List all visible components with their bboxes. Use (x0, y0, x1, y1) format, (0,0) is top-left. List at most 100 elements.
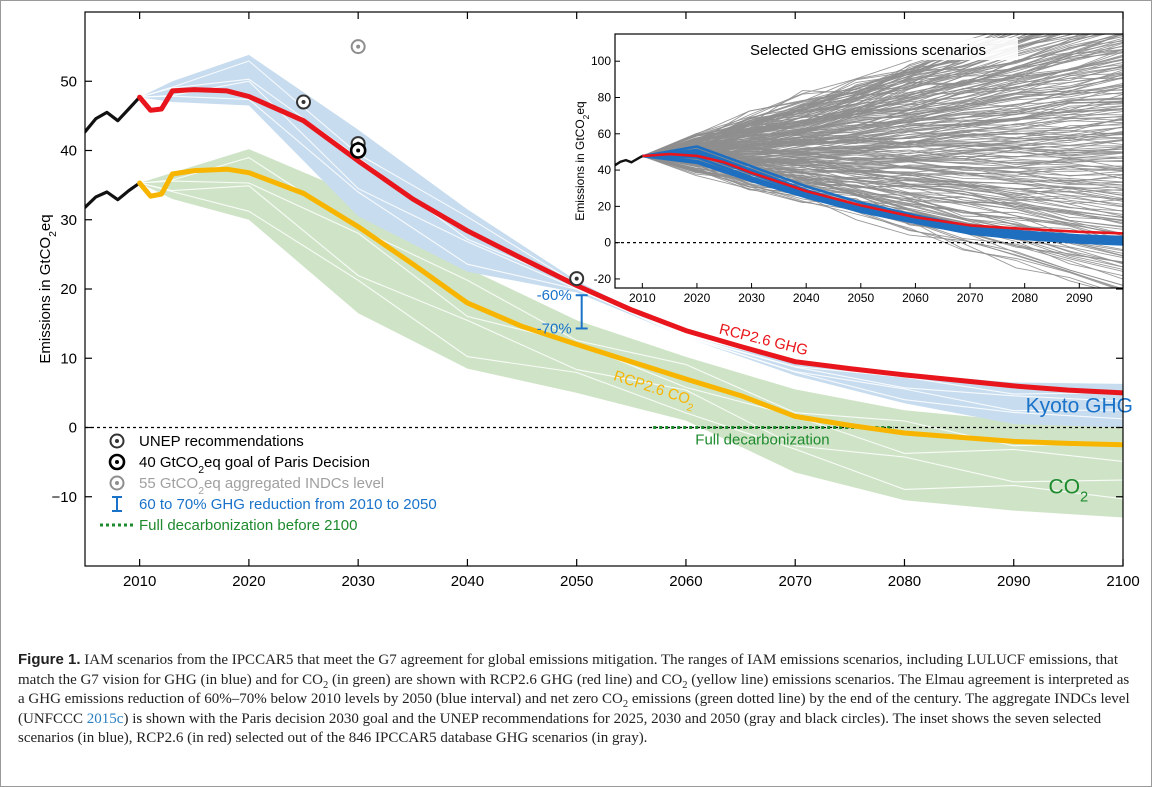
caption-text-5: ) is shown with the Paris decision 2030 … (18, 710, 1102, 747)
paris-marker-3 (349, 142, 367, 159)
co2-scenario-strand-4 (139, 157, 1123, 447)
y-tick-label-2: 10 (60, 350, 77, 367)
kyoto-ghg-label: Kyoto GHG (1026, 394, 1133, 417)
inset-title: Selected GHG emissions scenarios (750, 42, 986, 59)
inset-gray-scenario-212 (642, 34, 1036, 157)
inset-x-tick-label-0: 2010 (629, 291, 656, 305)
inset-y-tick-label-0: -20 (594, 272, 612, 286)
x-tick-label-4: 2050 (560, 573, 593, 590)
inset-y-tick-label-5: 80 (598, 91, 612, 105)
inset-gray-scenario-161 (642, 64, 1123, 157)
inset-x-tick-label-4: 2050 (847, 291, 874, 305)
historical-ghg-line (85, 95, 142, 134)
legend-indc-marker-dot (115, 481, 119, 485)
x-tick-label-7: 2080 (888, 573, 921, 590)
caption-text-2: (in green) are shown with RCP2.6 GHG (re… (328, 671, 683, 688)
legend: UNEP recommendations 40 GtCO2eq goal of P… (100, 433, 437, 534)
co2-scenario-strand-2 (139, 182, 1123, 483)
ghg-scenario-strand-2 (139, 80, 1123, 412)
y-tick-label-6: 50 (60, 73, 77, 90)
x-tick-label-2: 2030 (341, 573, 374, 590)
y-tick-label-1: 0 (69, 420, 77, 437)
historical-co2-line (85, 181, 142, 209)
legend-label-unep: UNEP recommendations (139, 433, 304, 450)
inset-plot-area (615, 34, 1123, 288)
y-tick-label-5: 40 (60, 143, 77, 160)
inset-gray-scenario-223 (642, 34, 1015, 157)
inset-gray-scenario-129 (642, 101, 1123, 157)
inset-y-tick-label-4: 60 (598, 127, 612, 141)
indc-marker-4 (350, 39, 366, 55)
x-tick-label-8: 2090 (997, 573, 1030, 590)
legend-indc-marker (109, 475, 125, 491)
caption-text-4: emissions (green dotted line) by the end… (18, 691, 1130, 727)
inset-y-axis-title: Emissions in GtCO2eq (573, 101, 591, 220)
rcp26-co2-line (137, 166, 1123, 448)
inset-title-backing (718, 38, 1018, 60)
inset-axes-frame (614, 33, 1124, 289)
inset-y-tick-label-3: 40 (598, 163, 612, 177)
inset-gray-scenario-191 (642, 34, 1093, 157)
inset-gray-scenario-226 (642, 34, 1010, 157)
rcp26-ghg-line (137, 87, 1123, 396)
inset-historical-line (615, 155, 643, 167)
legend-label-dotted: Full decarbonization before 2100 (139, 517, 357, 534)
y-axis-title: Emissions in GtCO2eq (37, 214, 59, 363)
unep-marker-0 (296, 94, 312, 110)
caption-text-3: (yellow line) emissions scenarios. The E… (18, 671, 1130, 708)
unep-marker-2 (569, 271, 585, 287)
x-tick-label-6: 2070 (779, 573, 812, 590)
inset-x-tick-label-7: 2080 (1011, 291, 1038, 305)
x-tick-label-3: 2040 (451, 573, 484, 590)
reduction-label-bottom: -70% (537, 320, 572, 337)
inset-x-tick-label-8: 2090 (1066, 291, 1093, 305)
inset-gray-scenario-219 (642, 34, 1028, 157)
x-tick-label-0: 2010 (123, 573, 156, 590)
indc-marker-4-dot (356, 44, 361, 49)
x-tick-label-5: 2060 (669, 573, 702, 590)
inset-y-tick-label-1: 0 (604, 236, 611, 250)
co2-scenario-strand-1 (139, 182, 1123, 500)
inset-y-tick-label-2: 20 (598, 199, 612, 213)
inset-gray-scenario-110 (642, 127, 1123, 157)
caption-label: Figure 1. (18, 651, 81, 668)
inset-x-tick-label-1: 2020 (684, 291, 711, 305)
caption-text-1: IAM scenarios from the IPCCAR5 that meet… (18, 652, 1118, 688)
inset-x-tick-label-6: 2070 (957, 291, 984, 305)
inset-gray-scenario-222 (642, 34, 1015, 157)
y-tick-label-3: 20 (60, 281, 77, 298)
figure-caption: Figure 1. IAM scenarios from the IPCCAR5… (18, 650, 1136, 749)
inset-x-tick-label-2: 2030 (738, 291, 765, 305)
inset-selected-scenario-5 (642, 154, 1123, 243)
y-tick-label-4: 30 (60, 212, 77, 229)
reduction-label-top: -60% (537, 287, 572, 304)
co2-range-label: CO2 (1049, 475, 1089, 505)
legend-label-paris: 40 GtCO2eq goal of Paris Decision (139, 454, 370, 476)
unep-marker-0-dot (301, 100, 306, 105)
paris-marker-3-dot (356, 148, 361, 153)
legend-label-interval: 60 to 70% GHG reduction from 2010 to 205… (139, 496, 437, 513)
inset-selected-scenario-4 (642, 154, 1123, 246)
decarbonization-label: Full decarbonization (695, 431, 829, 448)
legend-unep-marker (109, 433, 125, 449)
legend-label-indc: 55 GtCO2eq aggregated INDCs level (139, 475, 384, 497)
caption-sub-1: 2 (322, 679, 329, 691)
inset-gray-scenario-227 (642, 34, 1004, 157)
legend-paris-marker (108, 453, 126, 471)
caption-sub-3: 2 (622, 699, 629, 710)
inset-x-tick-label-5: 2060 (902, 291, 929, 305)
legend-paris-marker-dot (115, 460, 119, 464)
inset-gray-scenario-229 (642, 34, 989, 157)
legend-unep-marker-dot (115, 439, 119, 443)
inset-gray-scenario-66 (642, 155, 1123, 183)
x-tick-label-9: 2100 (1106, 573, 1139, 590)
caption-sub-2: 2 (682, 679, 688, 691)
inset-x-tick-label-3: 2040 (793, 291, 820, 305)
caption-citation-link[interactable]: 2015c (86, 710, 124, 727)
unep-marker-2-dot (574, 276, 579, 281)
inset-gray-scenario-225 (642, 34, 1008, 157)
inset-gray-scenario-221 (642, 34, 1008, 157)
inset-rcp26-line (642, 152, 1123, 235)
